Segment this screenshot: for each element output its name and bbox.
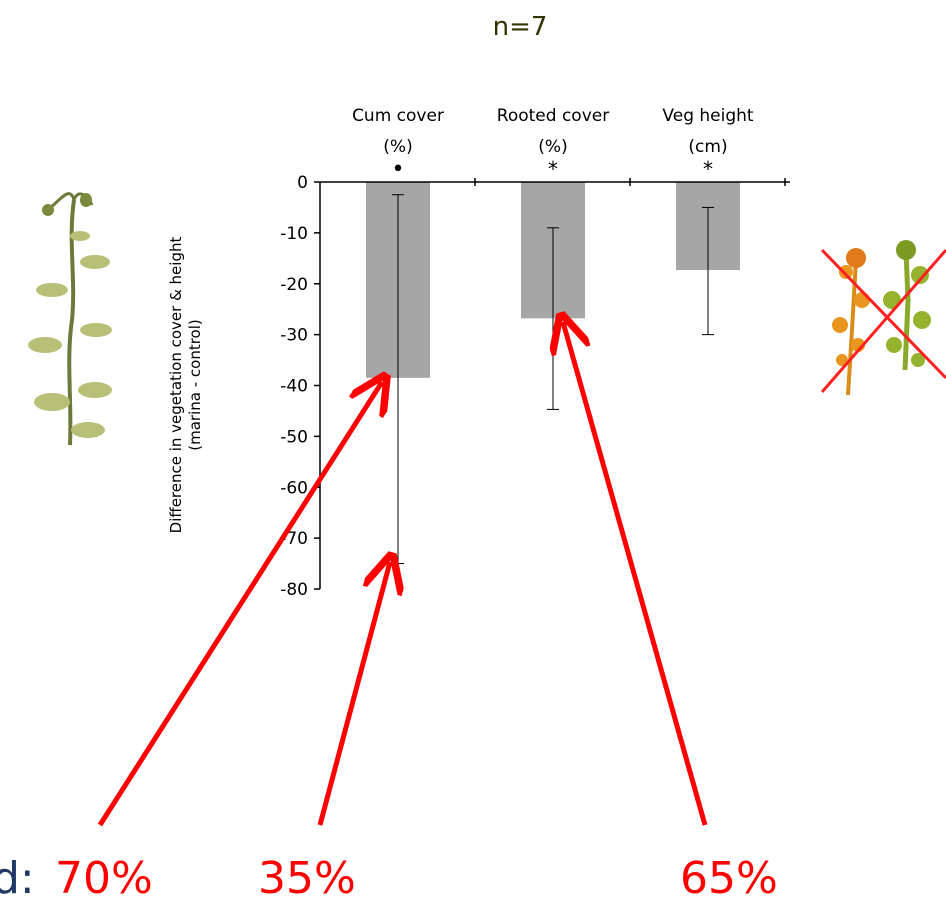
y-axis-label-line1: Difference in vegetation cover & height — [167, 237, 185, 534]
category-labels: Cum cover(%)•Rooted cover(%)*Veg height(… — [352, 106, 754, 182]
arrow-65 — [563, 322, 708, 826]
category-label-line2: (cm) — [688, 137, 727, 157]
y-tick-label: -80 — [280, 580, 308, 600]
error-bars-group — [392, 194, 714, 565]
vine-plant-image — [28, 192, 112, 446]
y-axis: 0-10-20-30-40-50-60-70-80 — [280, 173, 790, 600]
significance-marker: • — [392, 157, 405, 182]
annotation-prefix: d: — [0, 853, 35, 900]
annotation-70: 70% — [55, 853, 153, 900]
arrow-35 — [317, 562, 390, 826]
category-label-line1: Rooted cover — [497, 106, 609, 126]
category-label-line1: Veg height — [662, 106, 753, 126]
significance-marker: * — [548, 157, 558, 181]
annotation-arrows — [97, 322, 708, 827]
y-tick-label: -10 — [280, 224, 308, 244]
annotation-65: 65% — [680, 853, 778, 900]
category-label-line1: Cum cover — [352, 106, 444, 126]
y-axis-label-line2: (marina - control) — [186, 319, 204, 450]
y-tick-label: -40 — [280, 377, 308, 397]
category-label-line2: (%) — [383, 137, 412, 157]
significance-marker: * — [703, 157, 713, 181]
y-tick-label: -30 — [280, 326, 308, 346]
category-label-line2: (%) — [538, 137, 567, 157]
annotation-35: 35% — [258, 853, 356, 900]
y-tick-label: -50 — [280, 427, 308, 447]
y-tick-label: 0 — [297, 173, 308, 193]
y-tick-label: -60 — [280, 478, 308, 498]
arrow-70 — [97, 382, 382, 827]
sample-size-label: n=7 — [493, 12, 548, 42]
crossed-plants-image — [820, 240, 946, 396]
y-axis-title: Difference in vegetation cover & height … — [167, 237, 204, 534]
y-tick-label: -20 — [280, 275, 308, 295]
